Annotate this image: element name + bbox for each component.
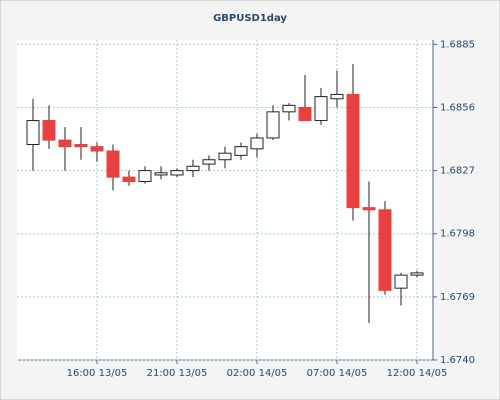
candle-body xyxy=(42,120,56,141)
candle-body xyxy=(154,172,168,176)
y-tick-label: 1.6798 xyxy=(440,229,475,240)
candle-body xyxy=(122,176,136,182)
candle-body xyxy=(26,120,40,145)
candle-body xyxy=(330,93,344,100)
candle-body xyxy=(266,111,280,139)
candle-body xyxy=(378,209,392,291)
candle-body xyxy=(106,150,120,178)
x-tick-label: 07:00 14/05 xyxy=(307,368,368,379)
candle-body xyxy=(410,272,424,276)
x-tick-label: 21:00 13/05 xyxy=(147,368,208,379)
candle-body xyxy=(298,106,312,122)
plot-area xyxy=(17,40,433,360)
y-tick-label: 1.6856 xyxy=(440,102,475,113)
candle-body xyxy=(346,93,360,209)
y-tick-label: 1.6740 xyxy=(440,355,475,366)
x-tick-label: 12:00 14/05 xyxy=(387,368,448,379)
candle-body xyxy=(202,159,216,165)
candle-body xyxy=(74,143,88,148)
candle-body xyxy=(218,152,232,161)
candle-body xyxy=(394,274,408,289)
candle-body xyxy=(234,146,248,156)
candle-body xyxy=(362,207,376,211)
y-tick-label: 1.6827 xyxy=(440,166,475,177)
candle-body xyxy=(314,96,328,122)
candle-body xyxy=(90,146,104,152)
x-tick-label: 02:00 14/05 xyxy=(227,368,288,379)
y-tick-label: 1.6885 xyxy=(440,39,475,50)
x-tick-label: 16:00 13/05 xyxy=(67,368,128,379)
candle-body xyxy=(138,170,152,182)
candle-body xyxy=(58,139,72,148)
candle-body xyxy=(186,165,200,172)
candle-body xyxy=(170,170,184,176)
y-tick-label: 1.6769 xyxy=(440,292,475,303)
candle-body xyxy=(282,104,296,113)
chart-title: GBPUSD1day xyxy=(213,13,287,24)
candle-body xyxy=(250,137,264,150)
